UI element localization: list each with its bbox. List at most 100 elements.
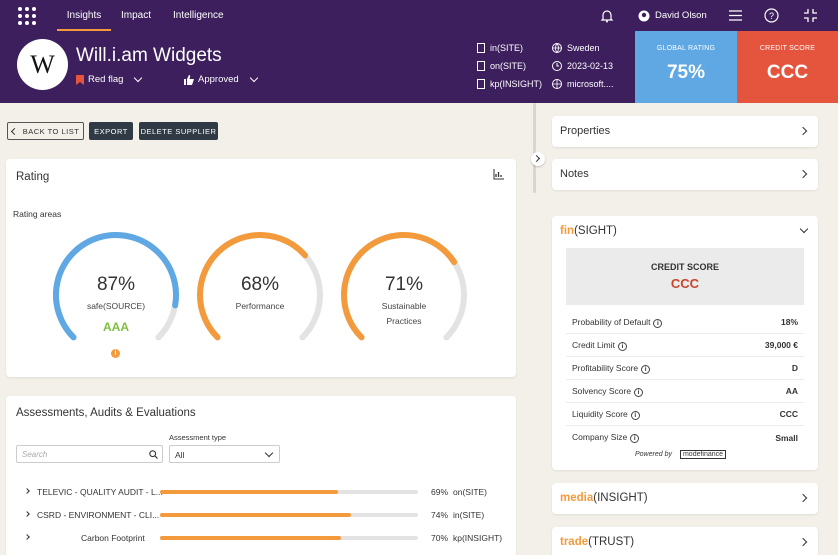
flag-dropdown[interactable]: Red flag: [76, 73, 143, 85]
chevron-right-icon: [24, 511, 30, 517]
global-rating-value: 75%: [666, 62, 706, 83]
tradetrust-section[interactable]: trade(TRUST): [552, 527, 818, 555]
link-onsite-label: on(SITE): [490, 61, 527, 71]
help-icon[interactable]: ?: [764, 0, 779, 31]
credit-row-value: 39,000 €: [764, 340, 798, 350]
finsight-suffix: (SIGHT): [574, 225, 617, 237]
chevron-right-icon: [798, 537, 808, 547]
credit-row-value: 18%: [780, 317, 798, 327]
tradetrust-header: trade(TRUST): [560, 536, 634, 548]
website-link[interactable]: microsoft....: [552, 79, 614, 89]
search-input[interactable]: Search: [16, 445, 163, 463]
tab-insights[interactable]: Insights: [57, 0, 111, 31]
chevron-down-icon[interactable]: [799, 224, 809, 234]
bookmark-icon: [76, 74, 84, 85]
assessment-row[interactable]: TELEVIC - QUALITY AUDIT - L... 69% on(SI…: [18, 485, 508, 499]
credit-row: Credit Limit i 39,000 €: [566, 334, 804, 357]
credit-row-label: Profitability Score: [572, 362, 639, 373]
finsight-header[interactable]: fin(SIGHT): [560, 225, 617, 237]
ring-3-label: Sustainable Practices: [381, 301, 427, 326]
credit-row: Liquidity Score i CCC: [566, 403, 804, 426]
mediainsight-section[interactable]: media(INSIGHT): [552, 483, 818, 514]
link-insite[interactable]: in(SITE): [477, 43, 523, 53]
back-to-list-button[interactable]: BACK TO LIST: [7, 122, 84, 140]
info-icon[interactable]: i: [630, 410, 640, 420]
assessment-row[interactable]: CSRD - ENVIRONMENT - CLI... 74% in(SITE): [18, 508, 508, 522]
assessment-source: kp(INSIGHT): [453, 533, 503, 543]
export-button[interactable]: EXPORT: [89, 122, 133, 140]
assessment-type-value: All: [175, 450, 185, 460]
assessment-bar: [160, 536, 418, 540]
website-label: microsoft....: [567, 79, 614, 89]
search-icon: [149, 450, 158, 459]
web-icon: [552, 79, 562, 89]
info-icon[interactable]: i: [630, 434, 640, 443]
info-warning-icon[interactable]: i: [111, 349, 120, 358]
assessment-name: Carbon Footprint: [81, 533, 145, 543]
credit-score-label: CREDIT SCORE: [759, 45, 816, 52]
info-icon[interactable]: i: [653, 318, 663, 328]
notes-title: Notes: [560, 168, 589, 180]
bell-icon[interactable]: [600, 0, 614, 31]
search-placeholder: Search: [22, 450, 48, 459]
tab-intelligence[interactable]: Intelligence: [173, 10, 224, 21]
ring-2-label: Performance: [235, 301, 285, 311]
delete-supplier-button[interactable]: DELETE SUPPLIER: [139, 122, 218, 140]
ring-1-label: safe(SOURCE): [86, 301, 146, 311]
properties-title: Properties: [560, 125, 611, 137]
rating-areas-label: Rating areas: [13, 209, 62, 219]
credit-row-label: Probability of Default: [572, 316, 651, 327]
menu-icon[interactable]: [729, 0, 742, 31]
globe-icon: [552, 43, 562, 53]
link-kpinsight[interactable]: kp(INSIGHT): [477, 79, 542, 89]
document-icon: [477, 79, 485, 89]
chart-icon[interactable]: [493, 169, 504, 180]
assessment-row[interactable]: Carbon Footprint 70% kp(INSIGHT): [18, 531, 508, 545]
collapse-icon[interactable]: [804, 0, 817, 31]
chevron-down-icon: [264, 448, 274, 458]
assessment-bar: [160, 490, 418, 494]
info-icon[interactable]: i: [634, 387, 644, 397]
notes-section[interactable]: Notes: [552, 159, 818, 190]
link-onsite[interactable]: on(SITE): [477, 61, 526, 71]
approval-dropdown[interactable]: Approved: [184, 73, 258, 85]
modefinance-logo: modefinance: [679, 450, 727, 459]
global-rating-label: GLOBAL RATING: [656, 45, 716, 52]
credit-score-panel-label: CREDIT SCORE: [650, 262, 719, 272]
info-icon[interactable]: i: [641, 364, 651, 374]
assessment-bar-fill: [160, 536, 341, 540]
chevron-right-icon: [798, 493, 808, 503]
mediainsight-suffix: (INSIGHT): [593, 492, 648, 504]
document-icon: [477, 61, 485, 71]
assessment-pct: 69%: [431, 487, 449, 497]
tab-impact[interactable]: Impact: [121, 10, 152, 21]
country-label: Sweden: [567, 43, 600, 53]
credit-score-panel-value: CCC: [670, 276, 700, 291]
rating-title: Rating: [16, 171, 50, 183]
tradetrust-prefix: trade: [560, 536, 589, 548]
assessment-bar-fill: [160, 513, 351, 517]
country: Sweden: [552, 43, 600, 53]
panel-scrollbar[interactable]: [533, 103, 536, 193]
company-logo: W: [17, 39, 68, 90]
assessment-type-select[interactable]: All: [169, 445, 280, 463]
thumbs-up-icon: [184, 74, 194, 85]
chevron-right-icon: [24, 534, 30, 540]
ring-1-value: 87%: [96, 274, 136, 295]
user-name: David Olson: [655, 10, 707, 21]
properties-section[interactable]: Properties: [552, 116, 818, 147]
chevron-right-icon: [798, 126, 808, 136]
credit-row-label: Credit Limit: [572, 339, 615, 350]
back-label: BACK TO LIST: [22, 126, 80, 136]
date: 2023-02-13: [552, 61, 613, 71]
credit-score-value: CCC: [766, 62, 809, 83]
info-icon[interactable]: i: [617, 341, 627, 351]
mediainsight-header: media(INSIGHT): [560, 492, 648, 504]
app-logo-icon[interactable]: [18, 7, 36, 25]
panel-toggle-button[interactable]: [531, 152, 545, 166]
user-menu[interactable]: David Olson: [638, 0, 707, 31]
credit-row-value: D: [791, 363, 798, 373]
approval-label: Approved: [198, 74, 239, 85]
credit-row: Probability of Default i 18%: [566, 311, 804, 334]
